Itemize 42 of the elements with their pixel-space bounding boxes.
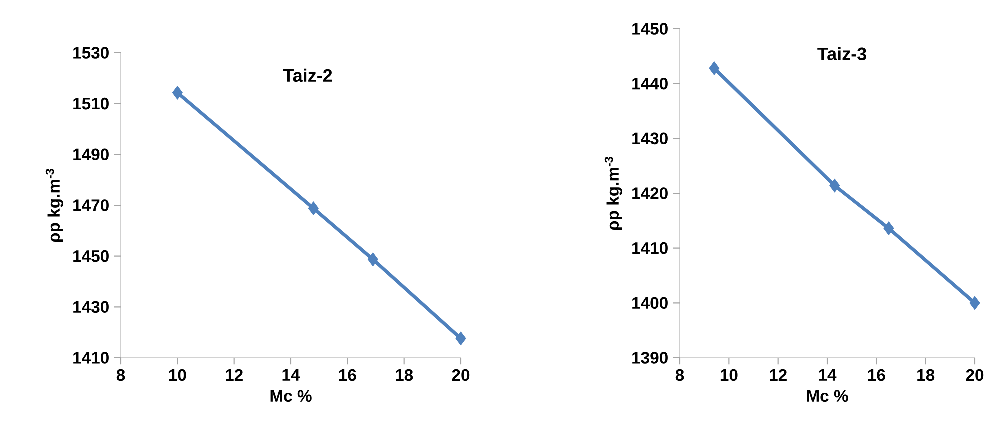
point [970,296,980,310]
y-tick-label: 1410 [632,242,668,254]
point [172,86,183,100]
y-tick-label: 1430 [632,132,668,145]
y-tick-label: 1510 [74,98,109,110]
y-axis-title: ρp kg.m$^{-3}$ [46,169,64,242]
x-tick-label: 8 [676,369,684,382]
x-tick-label: 14 [282,369,300,381]
x-axis-title: Mc % [270,390,312,402]
y-tick-label: 1490 [74,148,109,161]
x-tick-label: 10 [169,369,186,382]
x-tick-label: 12 [226,369,243,381]
point [368,252,378,267]
x-tick-label: 14 [819,369,837,381]
y-axis-title: ρp kg.m$^{-3}$ [604,157,622,230]
y-tick-label: 1420 [632,188,668,200]
x-tick-label: 12 [770,369,787,381]
x-tick-label: 16 [868,369,886,382]
point [709,62,720,76]
y-tick-label: 1440 [632,78,668,90]
y-tick-label: 1390 [632,352,668,364]
x-tick-label: 20 [966,369,984,382]
x-tick-label: 8 [116,369,126,382]
point [884,222,894,236]
point [830,178,840,193]
x-tick-label: 20 [452,369,470,382]
y-tick-label: 1450 [74,250,109,262]
y-tick-label: 1400 [632,297,668,310]
x-tick-label: 10 [720,369,738,382]
point [308,202,319,216]
point [456,332,466,346]
x-tick-label: 16 [339,369,356,382]
y-tick-label: 1530 [74,47,109,59]
text: Taiz-3 [818,47,866,61]
x-axis-title: Mc % [807,390,848,402]
x-tick-label: 18 [396,369,414,382]
y-tick-label: 1410 [74,352,109,364]
x-tick-label: 18 [918,369,935,382]
y-tick-label: 1430 [74,301,109,314]
y-tick-label: 1470 [74,200,109,212]
text: Taiz-2 [283,68,332,82]
y-tick-label: 1450 [632,23,668,35]
